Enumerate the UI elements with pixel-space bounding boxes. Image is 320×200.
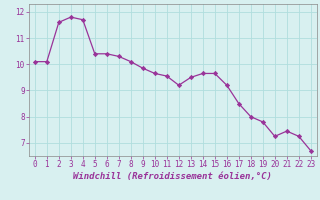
X-axis label: Windchill (Refroidissement éolien,°C): Windchill (Refroidissement éolien,°C) — [73, 172, 272, 181]
